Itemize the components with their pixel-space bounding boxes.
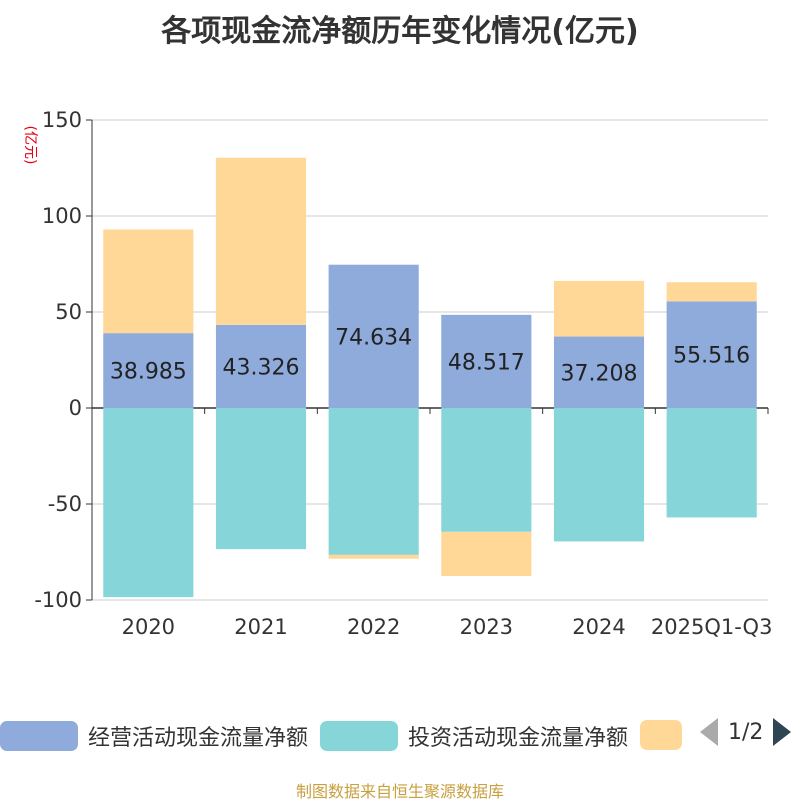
y-tick-label: -100	[34, 588, 82, 612]
bar-financing	[553, 280, 645, 337]
x-category-label: 2020	[122, 615, 175, 639]
y-tick-label: 0	[69, 396, 82, 420]
bar-investing	[666, 408, 757, 518]
y-axis-unit-label: (亿元)	[22, 126, 38, 165]
legend-swatch-operating	[0, 721, 78, 751]
legend-page-indicator: 1/2	[728, 719, 764, 745]
x-category-label: 2024	[572, 615, 625, 639]
legend-swatch-financing	[640, 720, 682, 750]
data-label-operating: 38.985	[110, 360, 187, 385]
data-label-operating: 74.634	[335, 325, 412, 350]
bar-financing	[666, 282, 757, 302]
bar-financing	[441, 531, 532, 576]
legend-prev-arrow-icon[interactable]	[700, 718, 718, 746]
data-label-operating: 37.208	[561, 361, 638, 386]
y-tick-label: 150	[42, 108, 82, 132]
source-note: 制图数据来自恒生聚源数据库	[295, 782, 504, 801]
y-tick-label: 50	[55, 300, 82, 324]
data-label-operating: 43.326	[223, 355, 300, 380]
legend-item-financing[interactable]	[640, 720, 682, 750]
x-category-label: 2021	[234, 615, 287, 639]
legend-item-operating[interactable]: 经营活动现金流量净额	[0, 720, 308, 752]
bar-operating	[553, 336, 645, 408]
legend-pager: 1/2	[700, 718, 792, 746]
bar-investing	[103, 408, 194, 598]
bar-operating	[103, 333, 194, 408]
x-category-label: 2025Q1-Q3	[651, 615, 773, 639]
bar-operating	[328, 264, 419, 408]
bar-financing	[103, 229, 194, 334]
legend: 经营活动现金流量净额 投资活动现金流量净额 1/2	[0, 714, 800, 758]
bar-financing	[328, 554, 419, 559]
legend-next-arrow-icon[interactable]	[773, 718, 792, 746]
bar-operating	[666, 301, 757, 408]
bar-operating	[441, 314, 532, 408]
x-category-label: 2022	[347, 615, 400, 639]
bar-operating	[215, 324, 307, 408]
data-label-operating: 55.516	[673, 344, 750, 369]
bar-investing	[215, 408, 307, 550]
chart-title: 各项现金流净额历年变化情况(亿元)	[161, 14, 639, 49]
bar-investing	[553, 408, 645, 542]
bar-financing	[215, 157, 307, 325]
legend-label-operating: 经营活动现金流量净额	[88, 726, 309, 751]
y-tick-label: -50	[48, 492, 82, 516]
bar-investing	[441, 408, 532, 532]
legend-item-investing[interactable]: 投资活动现金流量净额	[320, 720, 628, 752]
legend-label-investing: 投资活动现金流量净额	[408, 726, 629, 751]
data-label-operating: 48.517	[448, 350, 525, 375]
bar-investing	[328, 408, 419, 555]
x-category-label: 2023	[460, 615, 513, 639]
legend-swatch-investing	[320, 721, 398, 751]
y-tick-label: 100	[42, 204, 82, 228]
chart-area: 150 100 50 0 -50 -100 (亿元) 2020 38.985 2021 43.326…	[22, 108, 773, 639]
